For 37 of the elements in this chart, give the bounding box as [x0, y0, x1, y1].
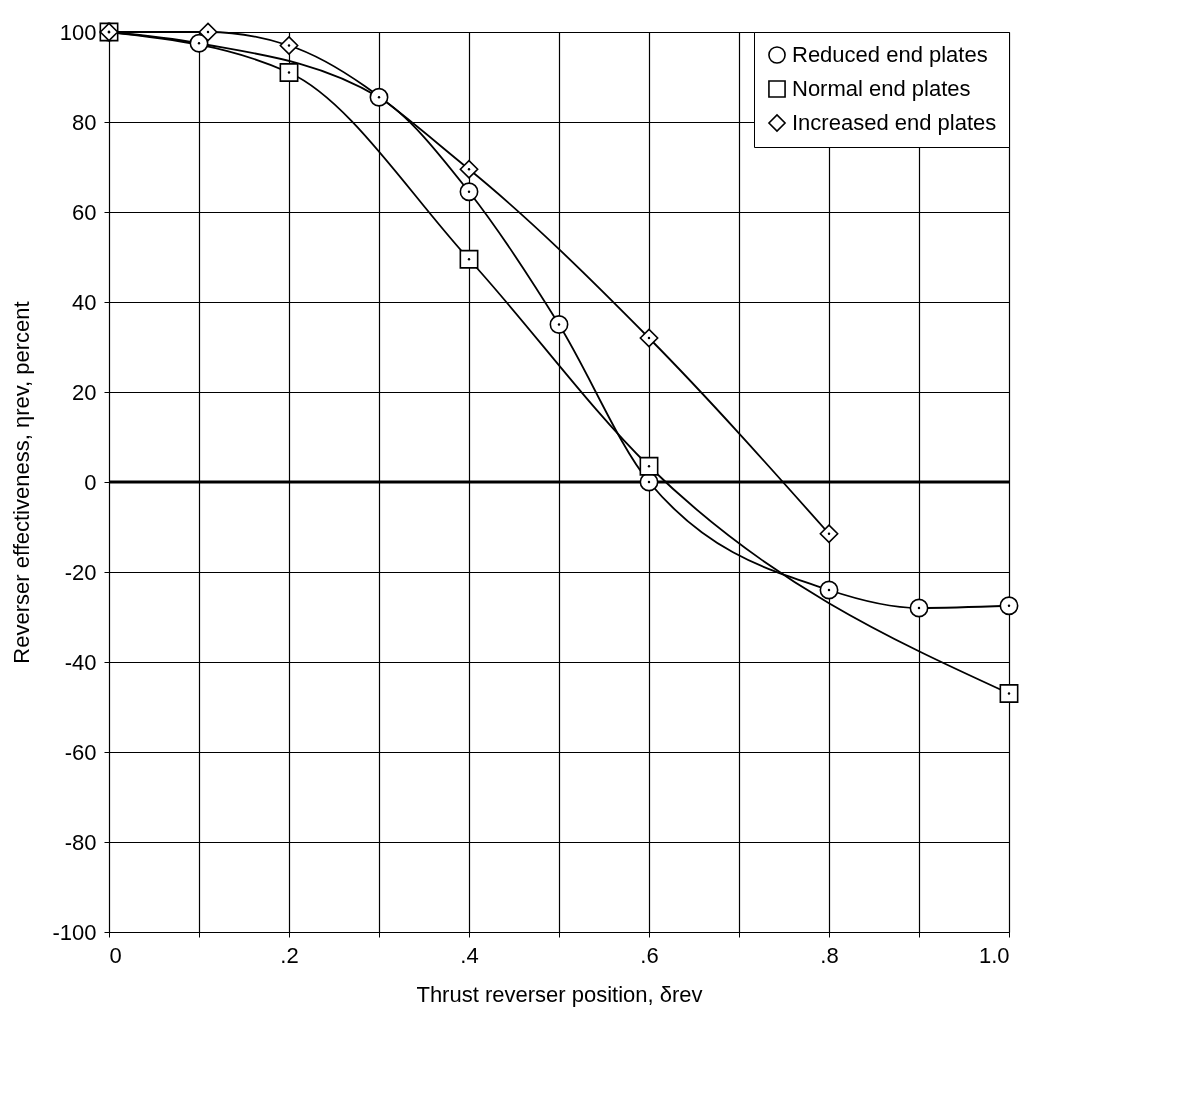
y-tick-label: 40 — [72, 289, 97, 315]
x-tick-label: 0 — [109, 942, 122, 968]
legend-label: Normal end plates — [792, 76, 971, 101]
x-axis-title: Thrust reverser position, δrev — [416, 981, 703, 1007]
point — [459, 249, 479, 269]
y-tick-label: -20 — [64, 559, 97, 585]
point — [189, 33, 209, 53]
legend-label: Reduced end plates — [792, 42, 988, 67]
x-tick-label: .2 — [280, 942, 299, 968]
y-tick-label: 0 — [84, 469, 97, 495]
point — [459, 159, 479, 179]
y-tick-label: -60 — [64, 739, 97, 765]
y-tick-label: -40 — [64, 649, 97, 675]
y-tick-label: 20 — [72, 379, 97, 405]
y-axis-title: Reverser effectiveness, ηrev, percent — [9, 301, 35, 664]
point — [279, 63, 299, 82]
y-tick-label: 60 — [72, 199, 97, 225]
x-tick-label: 1.0 — [978, 942, 1010, 968]
point — [279, 36, 299, 55]
point — [639, 456, 659, 476]
point — [369, 87, 389, 107]
point — [639, 328, 659, 348]
point — [819, 524, 839, 544]
point — [549, 315, 569, 334]
y-tick-label: 100 — [59, 19, 97, 45]
x-tick-label: .6 — [640, 942, 659, 968]
point — [909, 598, 929, 618]
point — [819, 580, 839, 600]
point — [999, 596, 1019, 616]
y-tick-label: 80 — [72, 109, 97, 135]
x-tick-label: .8 — [820, 942, 839, 968]
y-tick-label: -80 — [64, 829, 97, 855]
point — [459, 182, 479, 202]
x-tick-label: .4 — [460, 942, 479, 968]
y-tick-label: -100 — [52, 919, 97, 945]
legend-label: Increased end plates — [792, 110, 997, 135]
point — [999, 684, 1019, 703]
